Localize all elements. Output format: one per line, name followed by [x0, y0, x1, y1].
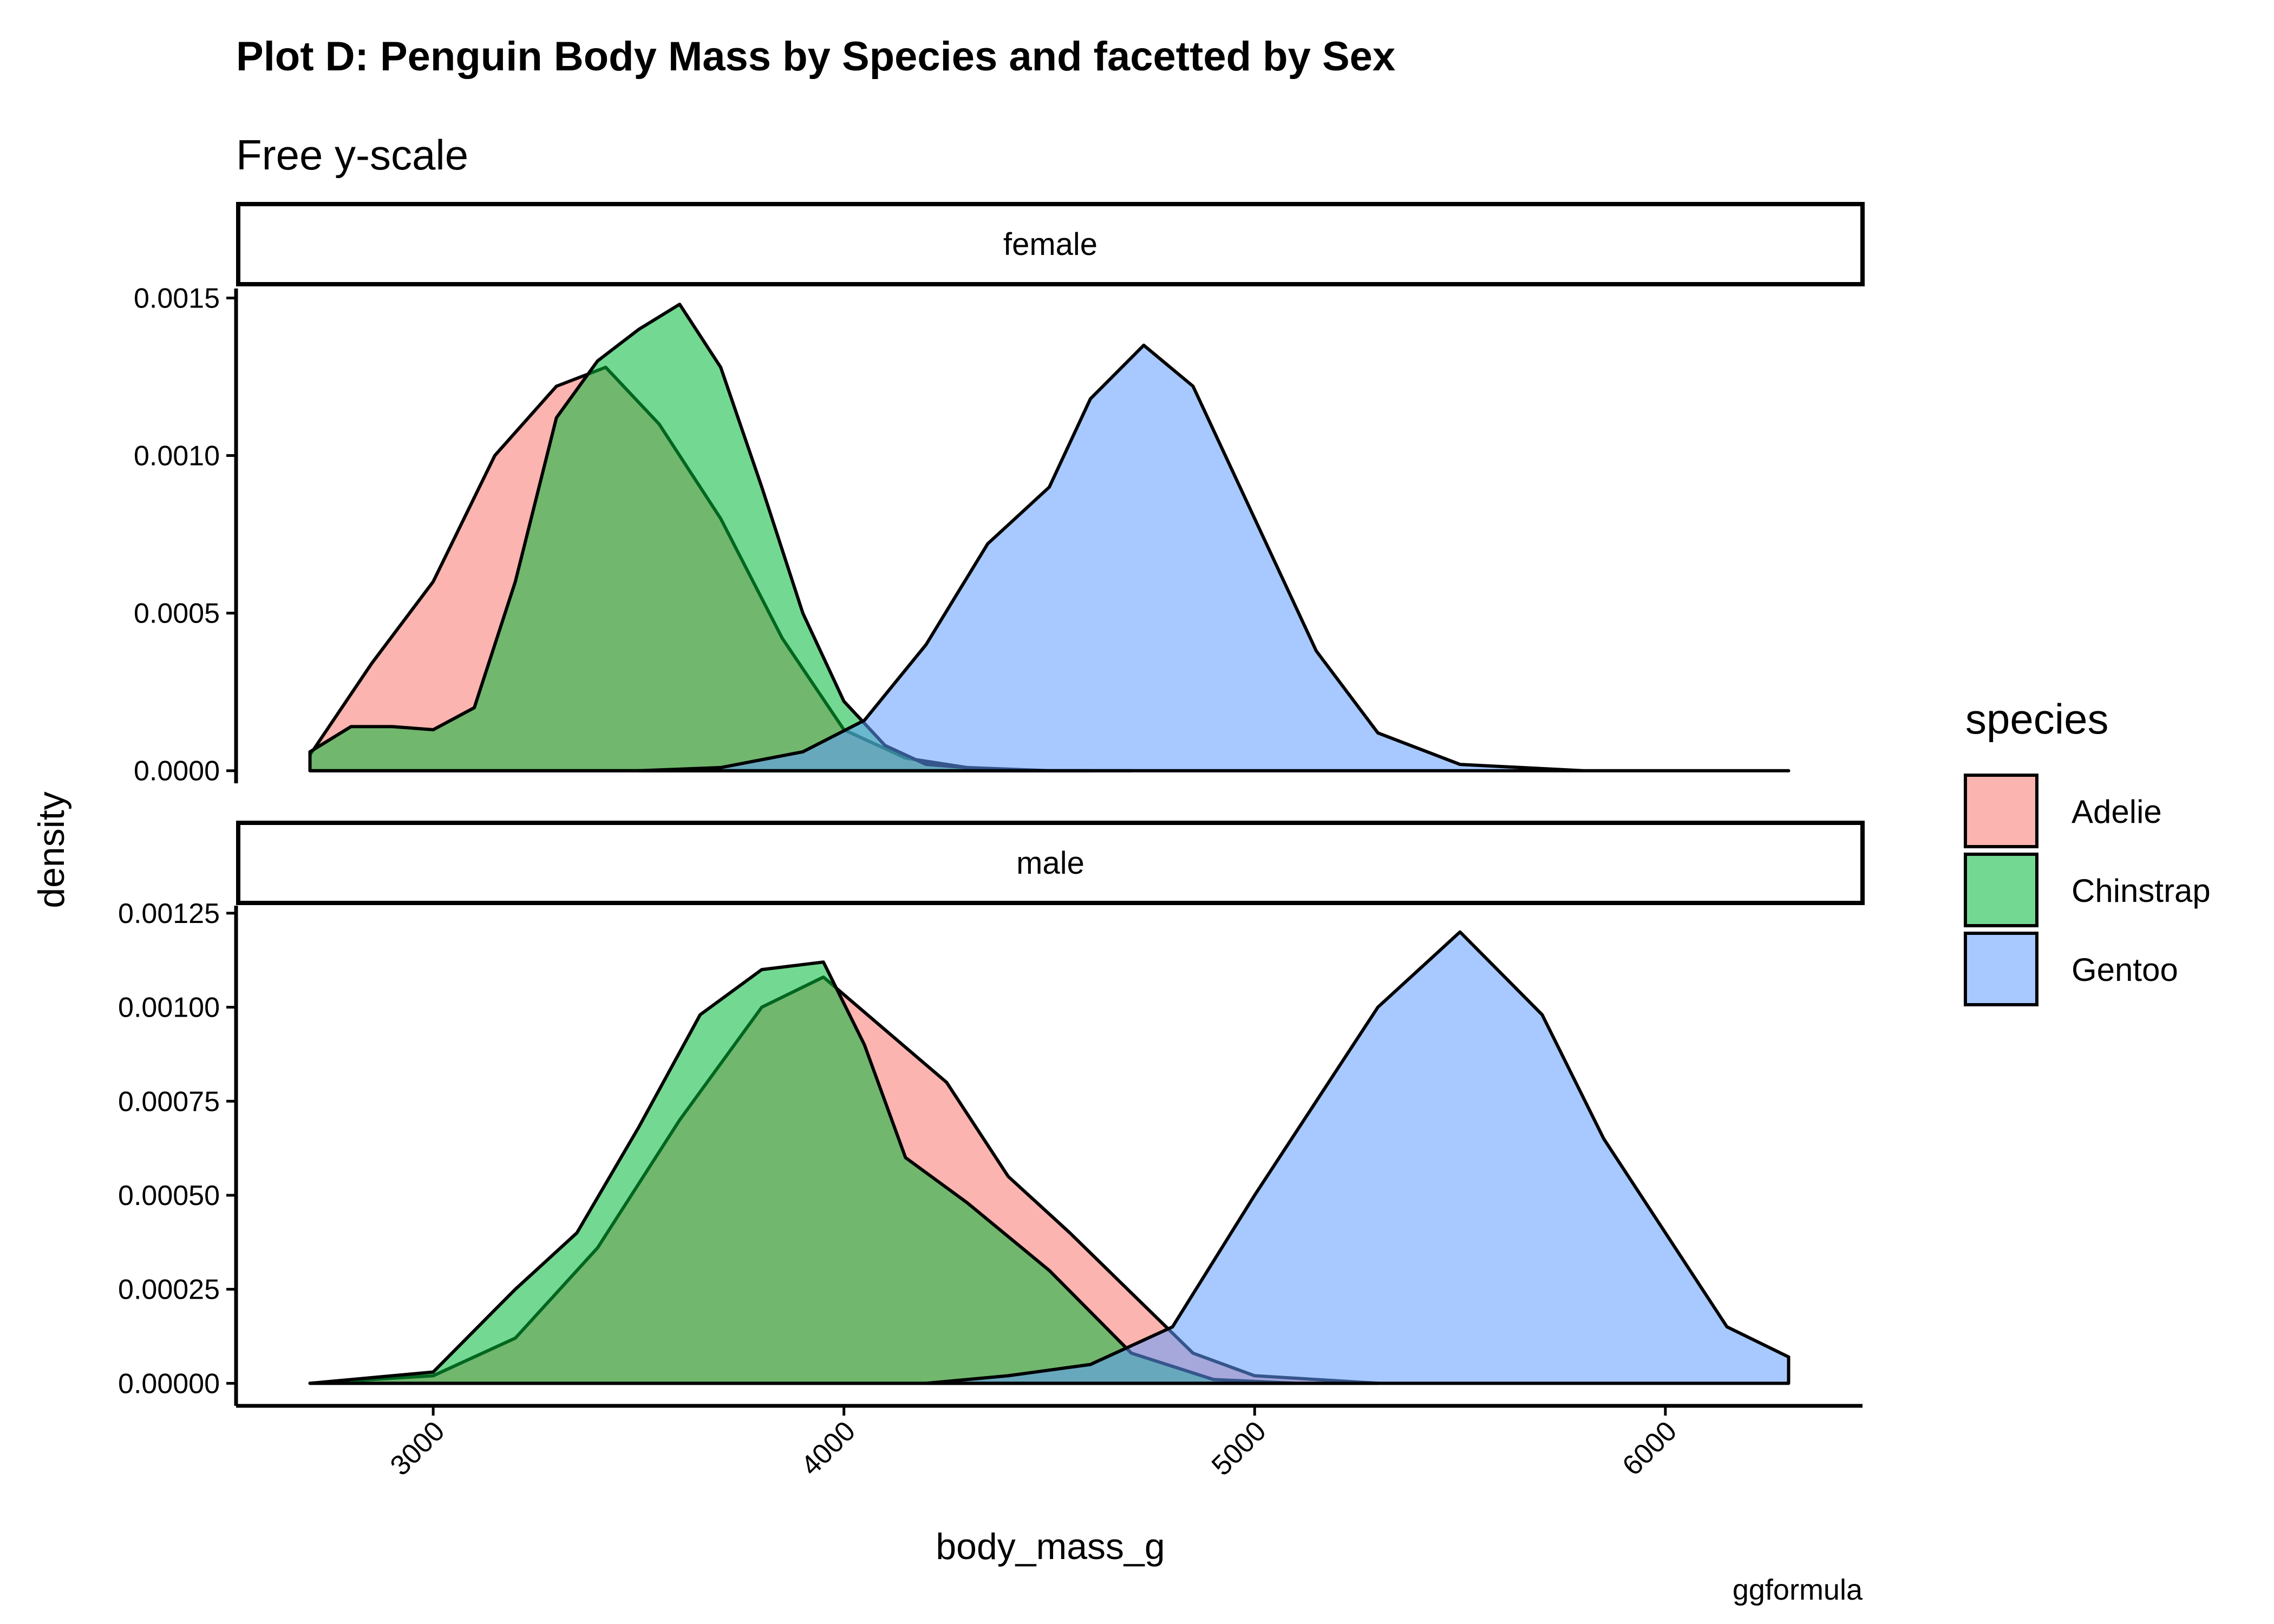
legend-label-adelie: Adelie	[2072, 794, 2162, 830]
y-tick-label-female: 0.0005	[134, 598, 220, 630]
x-tick-label: 3000	[384, 1415, 451, 1482]
panel-female: female 0.0000 0.0005 0.0010 0.0015	[134, 202, 1865, 787]
panel-male: male 0.00000 0.00025 0.00050 0.00075 0.00100 0…	[118, 821, 1865, 1482]
y-tick-label-male: 0.00025	[118, 1274, 220, 1306]
strip-label-male: male	[1016, 846, 1084, 881]
chart-subtitle: Free y-scale	[236, 131, 468, 179]
legend-label-chinstrap: Chinstrap	[2072, 873, 2211, 909]
strip-label-female: female	[1003, 227, 1097, 262]
x-tick-label: 6000	[1617, 1415, 1683, 1482]
strip-box-female	[236, 202, 1865, 286]
facet-panels: female 0.0000 0.0005 0.0010 0.0015 male 0.0000…	[118, 202, 1865, 1482]
y-tick-label-male: 0.00125	[118, 898, 220, 929]
legend-label-gentoo: Gentoo	[2072, 952, 2178, 988]
legend-key-chinstrap	[1964, 853, 2038, 927]
chart-title: Plot D: Penguin Body Mass by Species and…	[236, 34, 1395, 80]
density-area-gentoo-female	[637, 343, 1791, 772]
y-tick-label-male: 0.00050	[118, 1180, 220, 1212]
y-tick-label-male: 0.00075	[118, 1086, 220, 1117]
x-tick-label: 5000	[1206, 1415, 1272, 1482]
y-tick-label-female: 0.0010	[134, 441, 220, 472]
legend-key-gentoo	[1964, 932, 2038, 1006]
y-tick-label-male: 0.00100	[118, 992, 220, 1024]
y-tick-label-male: 0.00000	[118, 1368, 220, 1399]
chart-caption: ggformula	[1733, 1574, 1863, 1606]
x-axis-title: body_mass_g	[936, 1526, 1165, 1567]
y-tick-label-female: 0.0015	[134, 283, 220, 314]
legend: species Adelie Chinstrap Gentoo	[1964, 695, 2211, 1006]
density-area-gentoo-male	[924, 930, 1791, 1385]
strip-box-male	[236, 821, 1865, 905]
y-tick-label-female: 0.0000	[134, 756, 220, 787]
legend-title: species	[1965, 695, 2108, 743]
legend-key-adelie	[1964, 774, 2038, 848]
x-tick-label: 4000	[795, 1415, 861, 1482]
y-axis-title: density	[31, 791, 72, 908]
